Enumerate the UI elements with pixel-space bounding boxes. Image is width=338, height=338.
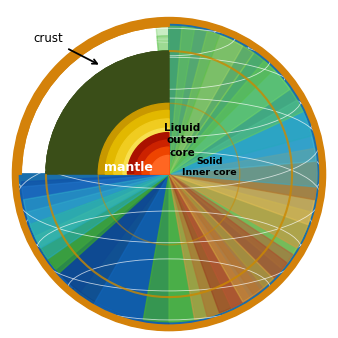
Wedge shape xyxy=(22,174,169,292)
Wedge shape xyxy=(98,103,169,174)
Wedge shape xyxy=(169,174,292,258)
Wedge shape xyxy=(123,128,169,174)
Wedge shape xyxy=(137,142,169,174)
Wedge shape xyxy=(169,174,291,237)
Wedge shape xyxy=(127,132,169,174)
Wedge shape xyxy=(169,174,272,261)
Wedge shape xyxy=(107,112,169,174)
Text: Liquid
outer
core: Liquid outer core xyxy=(164,123,201,158)
Wedge shape xyxy=(169,49,275,174)
Wedge shape xyxy=(24,174,169,248)
Wedge shape xyxy=(169,78,296,174)
Wedge shape xyxy=(42,174,169,252)
Wedge shape xyxy=(169,112,315,187)
Wedge shape xyxy=(169,27,243,174)
Wedge shape xyxy=(169,174,308,287)
Wedge shape xyxy=(30,174,169,259)
Wedge shape xyxy=(169,45,244,174)
Wedge shape xyxy=(98,103,169,174)
Wedge shape xyxy=(32,174,169,265)
Wedge shape xyxy=(70,174,169,328)
Circle shape xyxy=(46,51,292,297)
Wedge shape xyxy=(169,174,216,313)
Wedge shape xyxy=(26,174,169,259)
Wedge shape xyxy=(142,147,169,174)
Wedge shape xyxy=(169,174,304,242)
Wedge shape xyxy=(46,51,169,174)
Wedge shape xyxy=(41,174,169,273)
Wedge shape xyxy=(15,20,323,328)
Wedge shape xyxy=(35,174,169,269)
Wedge shape xyxy=(169,26,219,174)
Wedge shape xyxy=(169,174,260,313)
Wedge shape xyxy=(169,174,250,313)
Wedge shape xyxy=(169,174,254,278)
Wedge shape xyxy=(169,174,264,308)
Wedge shape xyxy=(169,174,293,279)
Wedge shape xyxy=(169,53,290,174)
Wedge shape xyxy=(169,174,249,317)
Wedge shape xyxy=(94,174,221,325)
Wedge shape xyxy=(169,174,232,322)
Text: Solid
Inner core: Solid Inner core xyxy=(182,157,237,177)
Wedge shape xyxy=(169,174,271,279)
Wedge shape xyxy=(157,36,193,174)
Wedge shape xyxy=(15,20,169,174)
Wedge shape xyxy=(169,174,273,302)
Wedge shape xyxy=(95,174,195,322)
Wedge shape xyxy=(114,119,169,174)
Text: mantle: mantle xyxy=(104,161,153,174)
Wedge shape xyxy=(169,74,282,174)
Wedge shape xyxy=(169,174,312,269)
Wedge shape xyxy=(135,140,169,174)
Wedge shape xyxy=(46,174,169,249)
Wedge shape xyxy=(46,51,169,174)
Wedge shape xyxy=(169,61,303,174)
Wedge shape xyxy=(169,174,287,295)
Wedge shape xyxy=(169,174,214,306)
Wedge shape xyxy=(169,174,300,219)
Wedge shape xyxy=(169,174,243,319)
Wedge shape xyxy=(169,161,317,224)
Wedge shape xyxy=(56,174,195,322)
Wedge shape xyxy=(127,132,169,174)
Wedge shape xyxy=(33,174,169,243)
Wedge shape xyxy=(169,70,312,174)
Circle shape xyxy=(98,103,240,245)
Wedge shape xyxy=(169,35,273,174)
Wedge shape xyxy=(169,139,304,198)
Wedge shape xyxy=(15,20,169,174)
Wedge shape xyxy=(169,100,316,174)
Wedge shape xyxy=(169,174,247,305)
Wedge shape xyxy=(169,38,238,174)
Wedge shape xyxy=(169,47,256,174)
Wedge shape xyxy=(22,174,169,248)
Wedge shape xyxy=(169,174,292,278)
Wedge shape xyxy=(156,26,195,174)
Wedge shape xyxy=(169,174,258,288)
Wedge shape xyxy=(108,174,182,317)
Wedge shape xyxy=(169,174,282,299)
Wedge shape xyxy=(150,155,169,174)
Wedge shape xyxy=(49,174,169,280)
Wedge shape xyxy=(169,112,317,187)
Wedge shape xyxy=(105,111,169,174)
Wedge shape xyxy=(30,174,169,269)
Wedge shape xyxy=(169,85,305,174)
Wedge shape xyxy=(16,174,169,292)
Wedge shape xyxy=(169,174,303,272)
Wedge shape xyxy=(28,174,169,277)
Wedge shape xyxy=(116,121,169,174)
Wedge shape xyxy=(169,174,314,248)
Text: crust: crust xyxy=(34,32,97,64)
Wedge shape xyxy=(143,174,219,322)
Wedge shape xyxy=(21,26,317,322)
Wedge shape xyxy=(169,174,298,251)
Wedge shape xyxy=(169,148,317,200)
Wedge shape xyxy=(147,152,169,174)
Wedge shape xyxy=(169,174,244,297)
Wedge shape xyxy=(169,31,254,174)
Wedge shape xyxy=(169,114,311,174)
